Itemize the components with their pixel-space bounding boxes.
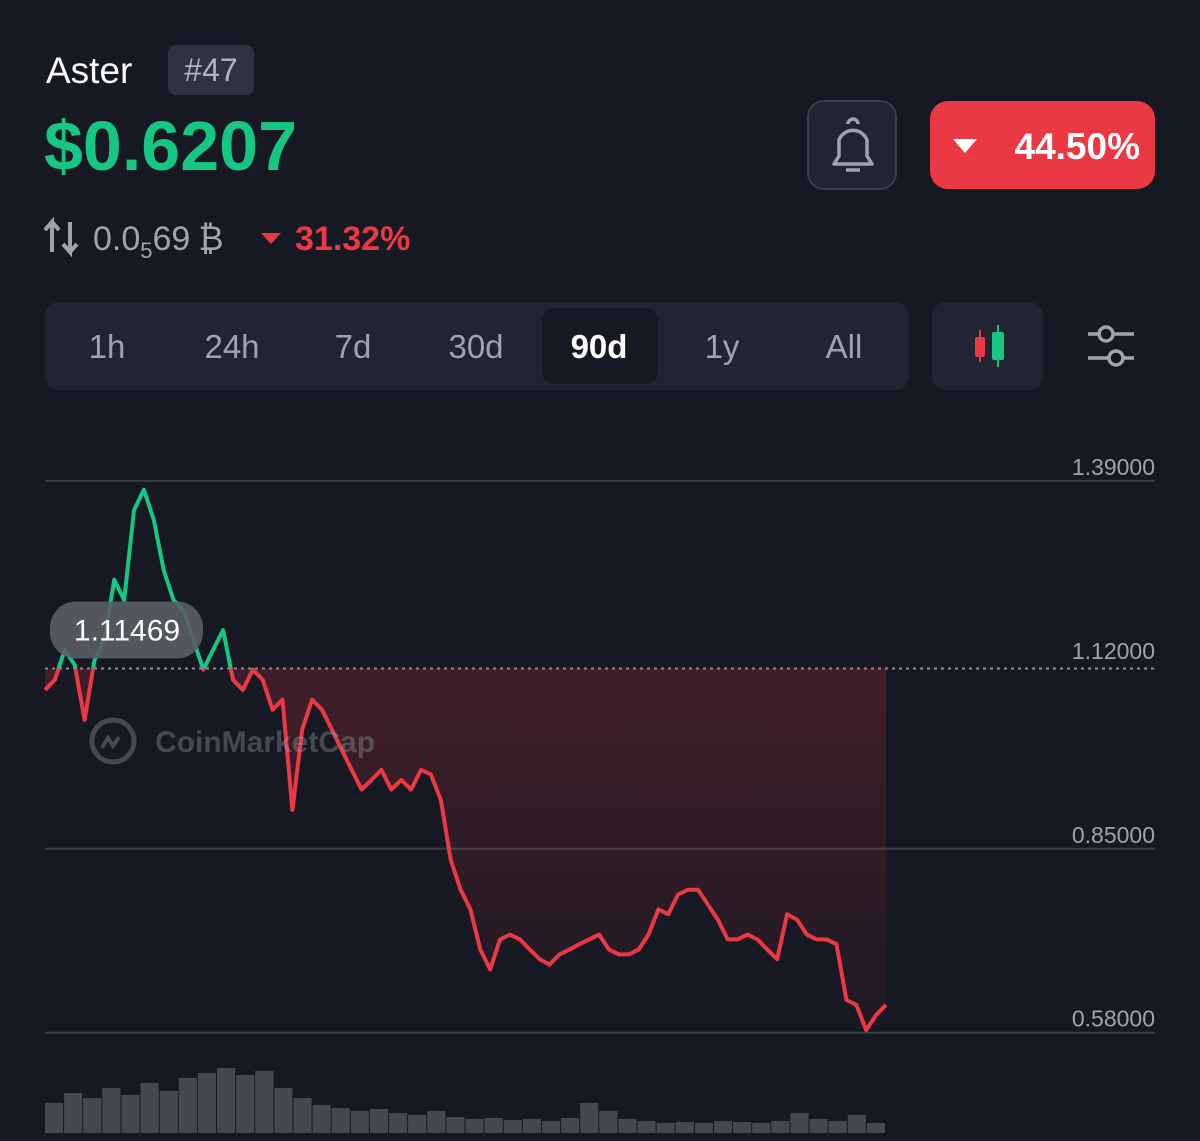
volume-bar (217, 1068, 236, 1133)
down-triangle (953, 139, 977, 153)
coin-name: Aster (46, 50, 132, 91)
volume-bar (369, 1109, 389, 1133)
watermark-logo (89, 717, 137, 765)
volume-bar (503, 1120, 522, 1133)
volume-bar (866, 1123, 885, 1133)
swap-icon (43, 216, 79, 258)
volume-bar (274, 1088, 293, 1133)
candle-bg[interactable] (932, 302, 1043, 390)
change: 44.50% (1015, 126, 1141, 167)
volume-bar (694, 1123, 713, 1133)
volume-bar (618, 1119, 637, 1133)
btc-change: 31.32% (295, 220, 410, 258)
change-bg (930, 101, 1155, 189)
alert-bg[interactable] (807, 100, 897, 190)
chart: 0.58000 0.85000 1.12000 1.39000 1.11469 (43, 454, 1155, 1133)
volume-bar (312, 1105, 331, 1133)
slider-knob[interactable] (1097, 325, 1115, 343)
volume-bar (733, 1122, 752, 1133)
loss-area (45, 668, 886, 1030)
baseline-label: 1.11469 (74, 614, 180, 647)
tab[interactable]: 1y (705, 328, 740, 365)
volume-bar (675, 1122, 694, 1133)
volume-bar (771, 1121, 790, 1133)
y-tick-label: 1.39000 (1072, 454, 1155, 480)
watermark: CoinMarketCap (89, 717, 375, 765)
slider-knob[interactable] (1107, 349, 1125, 367)
y-tick-label: 0.58000 (1072, 1006, 1155, 1032)
volume-bar (427, 1111, 446, 1133)
rank: #47 (184, 52, 237, 88)
y-tick-label: 0.85000 (1072, 822, 1155, 848)
volume-bar (561, 1118, 580, 1133)
tab[interactable]: All (826, 328, 863, 365)
volume-bar (847, 1115, 866, 1133)
volume-bar (790, 1113, 809, 1133)
volume-bar (446, 1117, 465, 1133)
volume-bar (828, 1121, 847, 1133)
volume-bar (541, 1121, 561, 1133)
volume-bar (331, 1108, 350, 1133)
volume-bar (408, 1115, 427, 1133)
btc-tail: 69 (153, 220, 191, 258)
volume-bar (83, 1098, 102, 1133)
btc-zeros: 5 (140, 238, 152, 263)
volume-bar (64, 1093, 83, 1133)
volume-bar (140, 1083, 159, 1133)
tab-bar (45, 302, 909, 390)
volume-bar (102, 1088, 121, 1133)
settings-icon[interactable] (1088, 325, 1134, 367)
active-tab-bg[interactable] (542, 308, 658, 384)
price: $0.6207 (44, 107, 297, 185)
volume-bar (197, 1073, 217, 1133)
tab[interactable]: 90d (571, 328, 628, 365)
watermark-logo (100, 734, 121, 750)
volume-bar (656, 1123, 675, 1133)
volume-bar (637, 1121, 656, 1133)
alert-button[interactable] (807, 100, 897, 190)
tabs: 1h 24h 7d 30d 90d 1y All (89, 308, 863, 384)
volume-bar (599, 1111, 618, 1133)
tab[interactable]: 7d (335, 328, 372, 365)
volume-bar (236, 1075, 255, 1133)
btc-lead: 0.0 (93, 220, 140, 258)
watermark-text: CoinMarketCap (155, 726, 375, 759)
change-pill: 44.50% (930, 101, 1155, 189)
candle-button[interactable] (932, 302, 1043, 390)
tab[interactable]: 30d (448, 328, 503, 365)
volume-bar (293, 1098, 312, 1133)
baseline-pill (50, 601, 203, 659)
tab[interactable]: 1h (89, 328, 126, 365)
volume-bar (484, 1118, 503, 1133)
volume-bar (580, 1103, 599, 1133)
btc-down-triangle (261, 233, 281, 244)
volume-bar (45, 1103, 64, 1133)
candle-body[interactable] (975, 337, 985, 357)
y-tick-label: 1.12000 (1072, 638, 1155, 664)
volume-bar (809, 1119, 828, 1133)
volume-bar (522, 1119, 541, 1133)
volume-bar (255, 1071, 274, 1133)
volume-bar (121, 1095, 140, 1133)
volume-bar (465, 1119, 484, 1133)
candle-body[interactable] (992, 332, 1004, 360)
btc-symbol: ₿ (198, 220, 223, 258)
volume-bar (350, 1111, 369, 1133)
volume-bar (713, 1121, 733, 1133)
volume-bar (159, 1091, 178, 1133)
rank-badge (168, 45, 254, 95)
volume-bar (752, 1123, 771, 1133)
btc-price: 0.0569 ₿ (93, 220, 224, 263)
tab[interactable]: 24h (204, 328, 259, 365)
bell-icon[interactable] (832, 117, 874, 172)
volume-bar (389, 1113, 408, 1133)
volume-bar (178, 1078, 197, 1133)
